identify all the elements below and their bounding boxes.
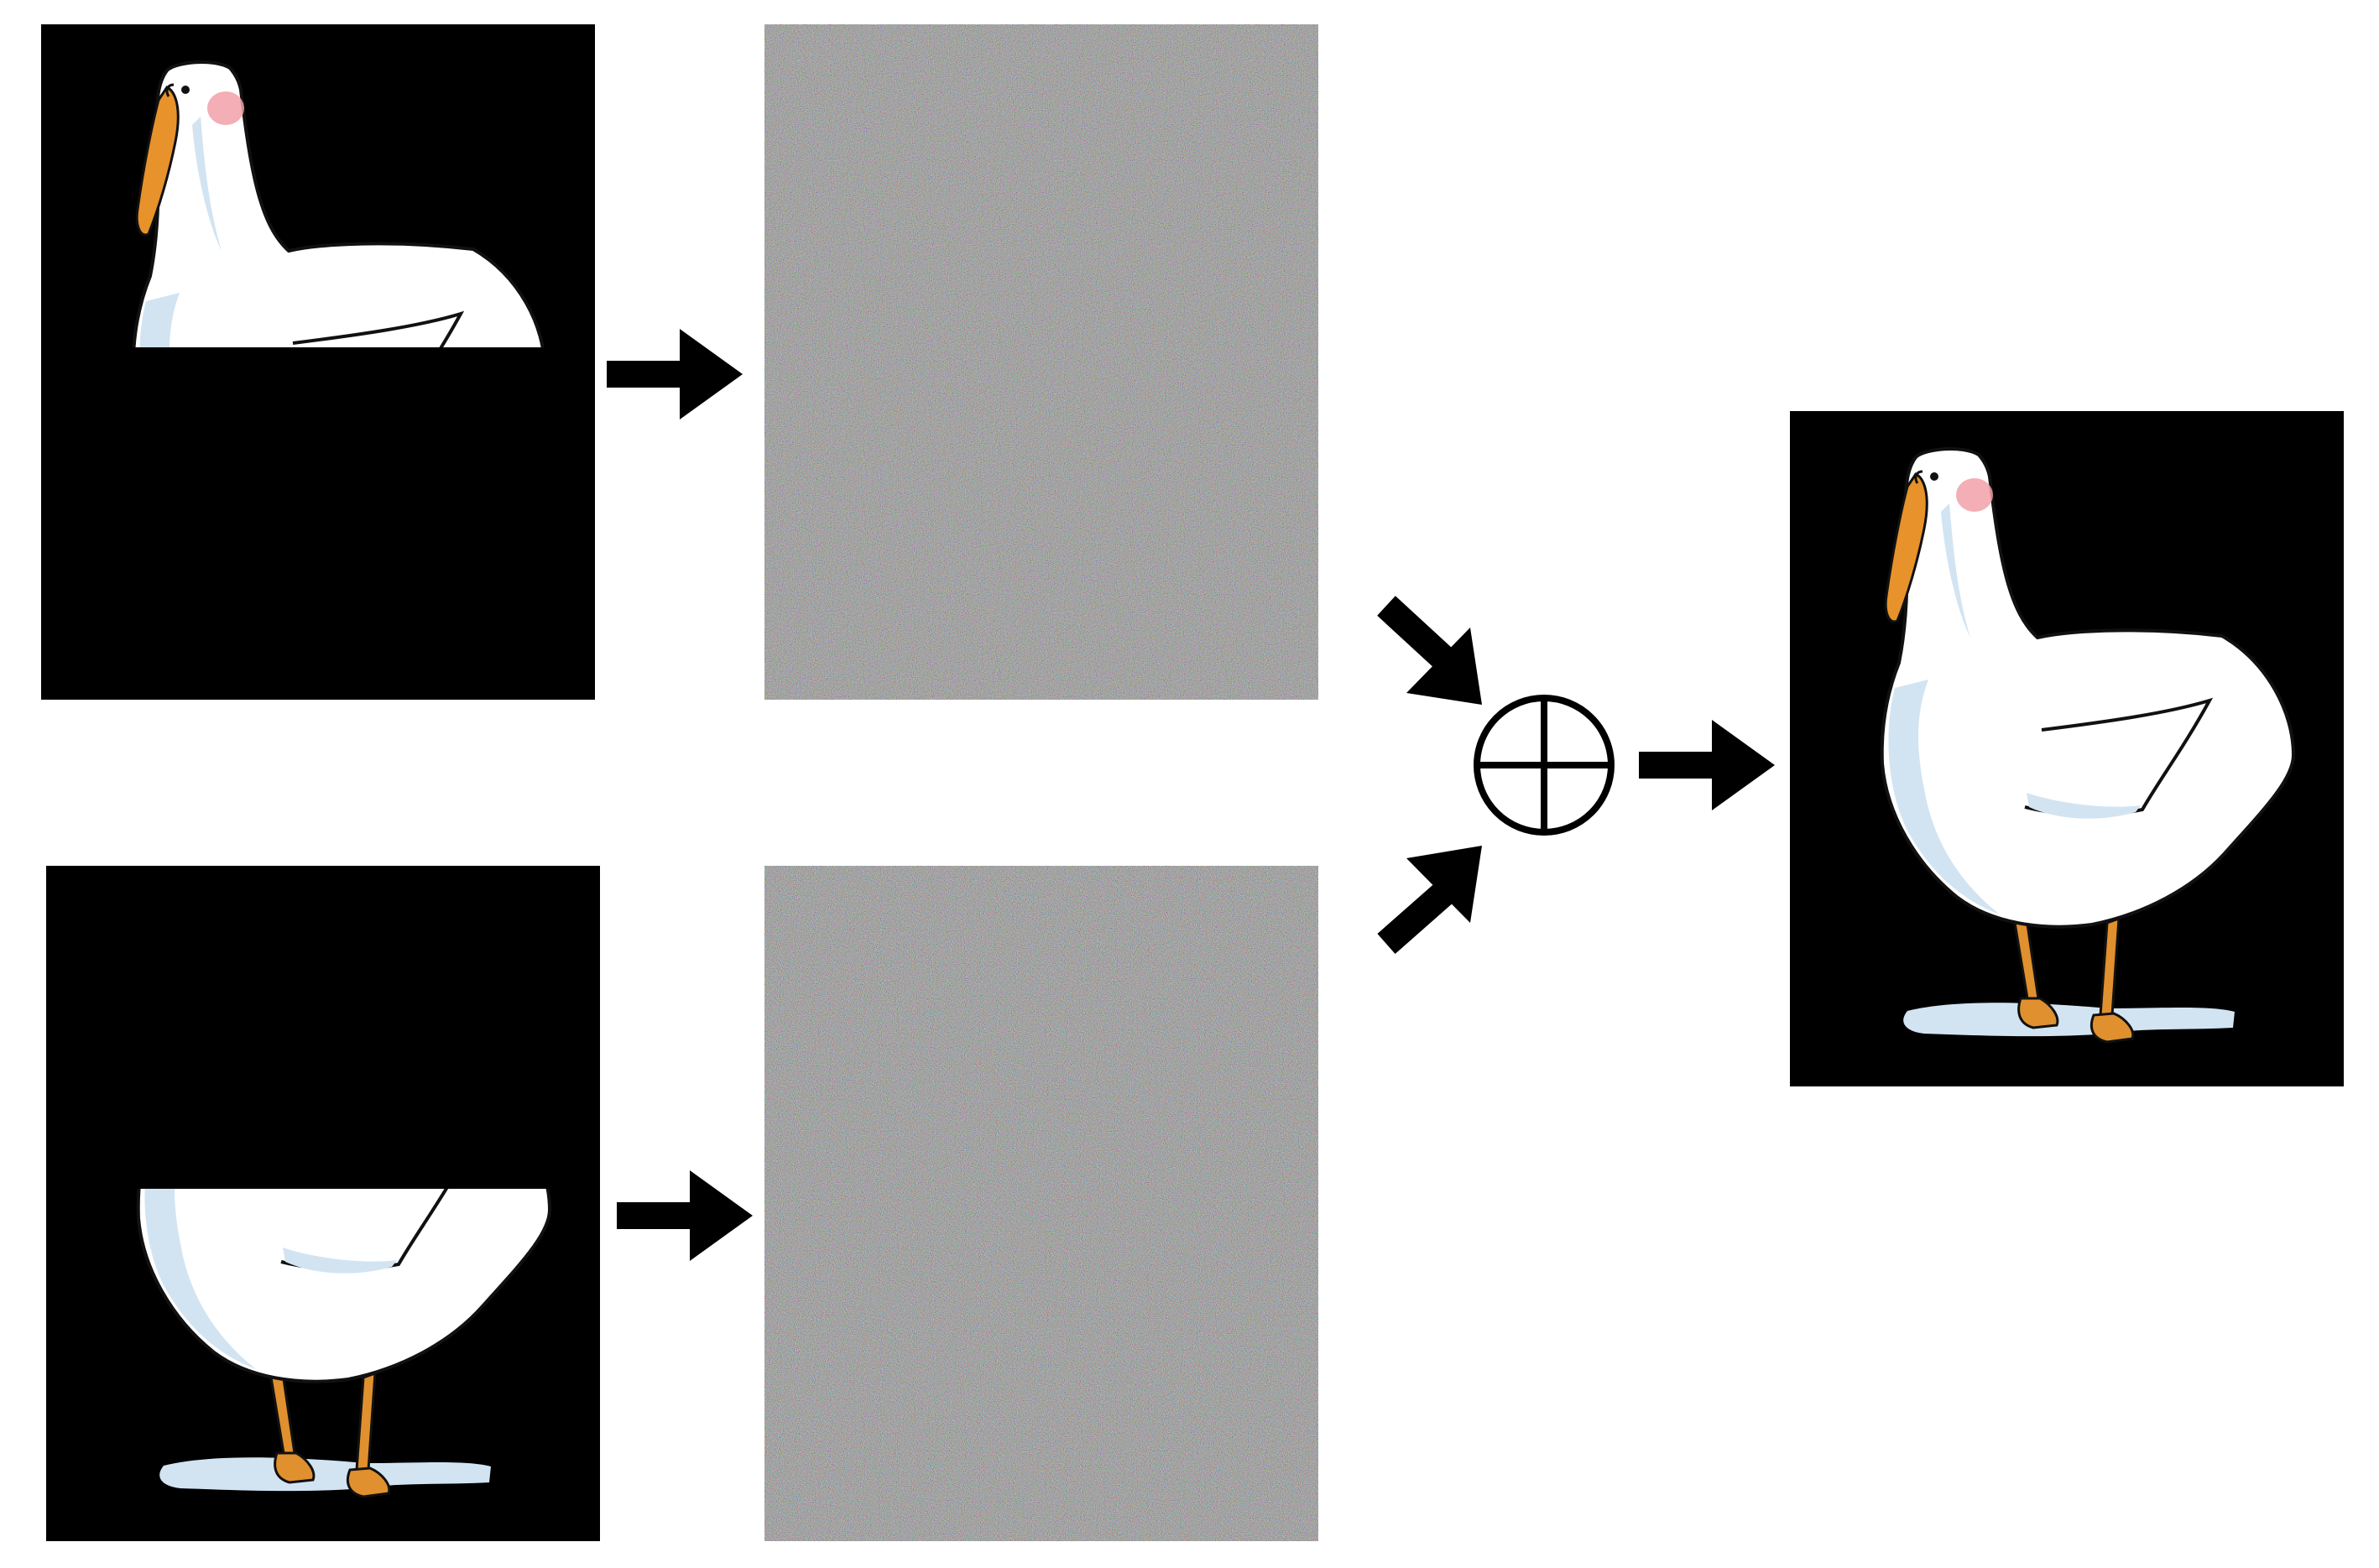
bottom-half-input-panel [46, 866, 600, 1541]
diagonal-arrow-icon [1377, 596, 1482, 705]
top-noise-share-panel [764, 24, 1318, 700]
bottom-noise-share-panel [764, 866, 1318, 1541]
top-half-input-panel [41, 24, 595, 700]
reconstructed-output-panel [1790, 411, 2344, 1086]
right-arrow-icon [607, 329, 743, 419]
xor-circle-icon [1474, 695, 1615, 836]
right-arrow-icon [1639, 720, 1775, 810]
diagonal-arrow-icon [1377, 846, 1482, 955]
right-arrow-icon [617, 1170, 753, 1261]
